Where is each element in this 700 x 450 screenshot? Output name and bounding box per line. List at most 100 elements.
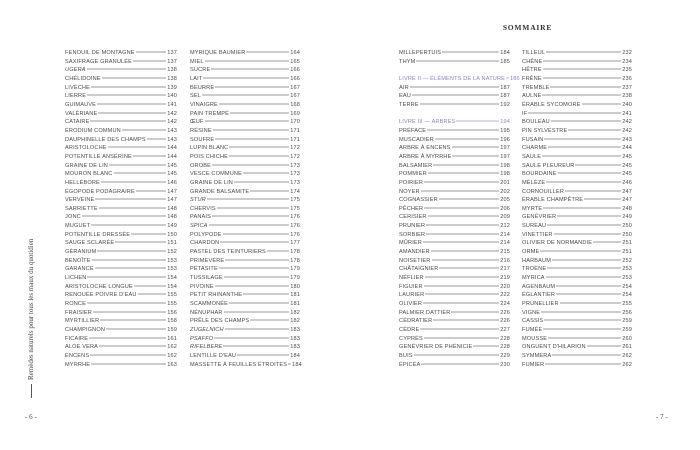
dot-leader xyxy=(552,354,622,356)
dot-leader xyxy=(204,120,290,122)
toc-entry: PÊCHER 206 xyxy=(399,205,510,214)
entry-label: BOULEAU xyxy=(522,119,550,126)
dot-leader xyxy=(542,77,622,79)
entry-label: OLIVIER xyxy=(399,301,423,308)
dot-leader xyxy=(426,224,500,226)
entry-page-number: 205 xyxy=(500,197,510,204)
dot-leader xyxy=(584,198,622,200)
entry-label: PRÉFACE xyxy=(399,127,427,134)
entry-label: ARBRE À ENCENS xyxy=(399,145,451,152)
entry-label: POIS CHICHE xyxy=(190,153,229,160)
entry-label: GRAINE DE LIN xyxy=(190,179,233,186)
toc-column-4: TILLEUL 232 CHÊNE 234 HÊTRE 235 FRÊNE 236 TREMBL… xyxy=(522,49,632,369)
dot-leader xyxy=(545,363,622,365)
entry-page-number: 220 xyxy=(500,283,510,290)
entry-label: POMMIER xyxy=(399,171,427,178)
dot-leader xyxy=(224,328,290,330)
entry-page-number: 222 xyxy=(500,292,510,299)
entry-label: RENOUÉE POIVRE D'EAU xyxy=(65,292,137,299)
entry-page-number: 173 xyxy=(290,162,300,169)
toc-entry: ORME 251 xyxy=(522,248,632,257)
toc-spacer xyxy=(399,66,510,75)
entry-page-number: 146 xyxy=(167,179,177,186)
entry-page-number: 224 xyxy=(500,301,510,308)
toc-entry: SARRIETTE 148 xyxy=(65,205,177,214)
entry-page-number: 184 xyxy=(500,50,510,56)
entry-label: STUR xyxy=(190,197,206,204)
dot-leader xyxy=(106,328,167,330)
dot-leader xyxy=(91,363,167,365)
dot-leader xyxy=(250,190,290,191)
toc-entry: CORNOUILLER 247 xyxy=(522,188,632,197)
dot-leader xyxy=(434,138,500,140)
toc-entry: ÉRABLE CHAMPÊTRE 247 xyxy=(522,196,632,205)
entry-label: DAUPHINELLE DES CHAMPS xyxy=(65,136,146,143)
entry-label: MIEL xyxy=(190,58,204,65)
entry-label: HARBAUM xyxy=(522,257,552,264)
dot-leader xyxy=(97,250,167,252)
dot-leader xyxy=(557,215,622,217)
dot-leader xyxy=(427,172,500,174)
dot-leader xyxy=(86,302,167,304)
dot-leader xyxy=(542,68,622,70)
dot-leader xyxy=(553,233,622,235)
dot-leader xyxy=(419,103,500,105)
entry-page-number: 138 xyxy=(167,75,177,82)
entry-page-number: 175 xyxy=(290,197,300,204)
toc-entry: BUIS 229 xyxy=(399,352,510,361)
entry-label: LENTILLE D'EAU xyxy=(190,352,237,359)
entry-label: ÉGLANTIER xyxy=(522,292,556,299)
entry-label: VESCE COMMUNE xyxy=(190,171,242,178)
entry-label: CHARME xyxy=(522,145,548,152)
entry-label: PRUNIER xyxy=(399,223,426,230)
entry-label: CATAIRE xyxy=(65,119,90,126)
dot-leader xyxy=(452,155,500,157)
toc-entry: ÉRODIUM COMMUN 143 xyxy=(65,127,177,136)
toc-entry: BEURRE 167 xyxy=(190,84,300,93)
entry-label: JONC xyxy=(65,214,81,221)
toc-entry: FIGUIER 220 xyxy=(399,283,510,292)
entry-page-number: 155 xyxy=(167,292,177,299)
dot-leader xyxy=(206,198,290,200)
dot-leader xyxy=(107,146,167,148)
entry-label: NÉFLIER xyxy=(399,275,424,282)
toc-entry: NÉFLIER 219 xyxy=(399,274,510,283)
toc-entry: ARISTOLOCHE LONGUE 154 xyxy=(65,283,177,292)
entry-page-number: 197 xyxy=(500,145,510,152)
dot-leader xyxy=(121,129,167,131)
entry-label: CHARDON xyxy=(190,240,220,247)
entry-label: PANAIS xyxy=(190,214,212,221)
toc-entry: PRIMEVÈRE 178 xyxy=(190,257,300,266)
toc-entry: GRAINE DE LIN 173 xyxy=(190,179,300,188)
dot-leader xyxy=(559,302,622,304)
entry-page-number: 212 xyxy=(500,223,510,230)
entry-page-number: 156 xyxy=(167,309,177,316)
entry-label: ZUGELNICH xyxy=(190,327,224,333)
dot-leader xyxy=(214,337,290,339)
dot-leader xyxy=(427,129,500,131)
entry-page-number: 176 xyxy=(290,214,300,221)
entry-page-number: 251 xyxy=(622,240,632,247)
dot-leader xyxy=(544,138,622,140)
toc-entry: RONCE 155 xyxy=(65,300,177,309)
dot-leader xyxy=(552,259,622,261)
entry-label: RÉSINE xyxy=(190,127,212,134)
entry-page-number: 167 xyxy=(290,93,300,100)
entry-page-number: 236 xyxy=(622,75,632,82)
dot-leader xyxy=(250,319,290,321)
entry-label: POIRIER xyxy=(399,179,424,186)
entry-page-number: 178 xyxy=(290,257,300,264)
entry-page-number: 150 xyxy=(167,231,177,238)
dot-leader xyxy=(556,293,622,295)
toc-entry: GARANCE 153 xyxy=(65,265,177,274)
toc-entry: SUCRE 166 xyxy=(190,66,300,75)
toc-entry: TROÈNE 253 xyxy=(522,265,632,274)
entry-label: SAUGE SCLARÉE xyxy=(65,240,115,247)
entry-label: CASSIS xyxy=(522,318,544,325)
entry-page-number: 254 xyxy=(622,292,632,299)
dot-leader xyxy=(212,129,290,131)
dot-leader xyxy=(544,319,622,321)
entry-label: PIVOINE xyxy=(190,283,214,290)
dot-leader xyxy=(115,241,167,243)
dot-leader xyxy=(211,68,290,70)
